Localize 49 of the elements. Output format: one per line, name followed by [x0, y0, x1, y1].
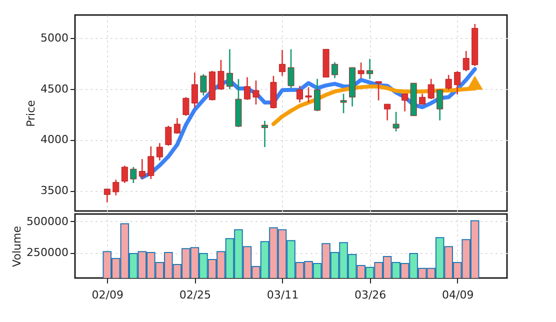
- candlestick: [226, 48, 233, 90]
- x-tick-label: 02/09: [92, 288, 124, 302]
- y-tick-label: 500000: [26, 214, 68, 228]
- x-tick-label: 03/26: [354, 288, 386, 302]
- candlestick: [402, 93, 408, 112]
- candlestick: [428, 78, 434, 100]
- candlestick: [340, 93, 347, 114]
- candlestick: [454, 70, 461, 96]
- candlestick: [305, 86, 312, 104]
- candlestick: [278, 49, 286, 77]
- candlestick: [358, 62, 364, 79]
- y-tick-label: 5000: [40, 31, 68, 44]
- candlestick: [296, 85, 304, 104]
- candlestick: [332, 62, 338, 79]
- candlestick: [130, 166, 137, 184]
- candlestick: [462, 50, 470, 72]
- candlestick: [138, 158, 146, 180]
- x-tick-label: 04/09: [442, 288, 474, 302]
- candlestick: [165, 125, 172, 146]
- y-axis-title: Volume: [10, 226, 24, 267]
- candlestick: [314, 78, 321, 112]
- candlestick: [174, 117, 180, 134]
- x-tick-label: 03/11: [266, 288, 299, 302]
- candlestick: [182, 96, 190, 116]
- candlestick: [445, 74, 452, 90]
- candlestick: [104, 188, 110, 203]
- candlestick: [218, 59, 224, 90]
- candlestick: [261, 120, 268, 148]
- candlestick: [375, 80, 382, 102]
- candlestick: [156, 142, 163, 162]
- candlestick: [252, 80, 260, 106]
- y-tick-label: 250000: [26, 246, 68, 260]
- candlestick: [200, 74, 207, 96]
- candlestick: [191, 72, 198, 108]
- candlestick: [419, 93, 426, 106]
- candlestick: [384, 103, 391, 122]
- candlestick: [392, 111, 400, 132]
- candlestick: [366, 58, 374, 80]
- candlestick: [112, 178, 120, 196]
- candlestick: [121, 165, 128, 184]
- y-tick-label: 4500: [40, 82, 68, 96]
- candlestick: [244, 76, 250, 100]
- y-tick-label: 3500: [40, 184, 68, 198]
- x-tick-label: 02/25: [179, 288, 212, 302]
- y-axis-title: Price: [24, 100, 38, 127]
- y-tick-label: 4000: [40, 133, 68, 146]
- candlestick: [436, 89, 444, 122]
- candlestick: [148, 146, 154, 180]
- candlestick: [288, 48, 294, 89]
